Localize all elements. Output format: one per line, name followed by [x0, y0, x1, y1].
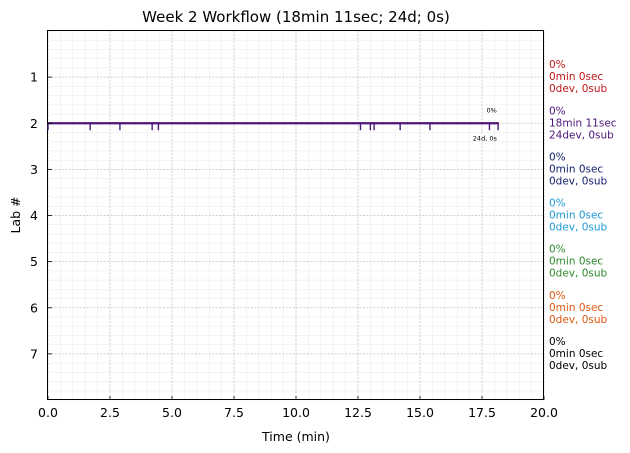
lab-counts-label: 0dev, 0sub	[549, 83, 608, 95]
grid	[47, 30, 545, 401]
y-tick-label: 5	[30, 254, 38, 269]
x-tick-label: 2.5	[100, 405, 120, 420]
y-tick-label: 7	[30, 346, 38, 361]
lab-counts-label: 0dev, 0sub	[549, 314, 608, 326]
plot-frame	[47, 30, 544, 400]
y-tick-label: 2	[30, 116, 38, 131]
x-tick-label: 12.5	[344, 405, 372, 420]
lab-time-label: 0min 0sec	[549, 163, 603, 175]
y-tick-label: 4	[30, 208, 38, 223]
y-tick-label: 6	[30, 300, 38, 315]
lab-time-label: 0min 0sec	[549, 256, 603, 268]
lab-time-label: 18min 11sec	[549, 117, 617, 129]
lab-counts-label: 0dev, 0sub	[549, 175, 608, 187]
x-tick-label: 5.0	[162, 405, 182, 420]
x-tick-label: 17.5	[468, 405, 496, 420]
lab-counts-label: 0dev, 0sub	[549, 222, 608, 234]
y-tick-label: 3	[30, 162, 38, 177]
lab-pct-label: 0%	[549, 290, 566, 302]
x-tick-label: 0.0	[38, 405, 58, 420]
x-tick-label: 20.0	[530, 405, 558, 420]
x-tick-label: 7.5	[224, 405, 244, 420]
lab-pct-label: 0%	[549, 59, 566, 71]
lab-pct-label: 0%	[549, 105, 566, 117]
x-axis-label: Time (min)	[261, 429, 330, 444]
y-axis-label: Lab #	[8, 196, 23, 233]
chart-title: Week 2 Workflow (18min 11sec; 24d; 0s)	[142, 8, 450, 26]
y-tick-label: 1	[30, 70, 38, 85]
lab-time-label: 0min 0sec	[549, 348, 603, 360]
lab-pct-label: 0%	[549, 151, 566, 163]
lab-time-label: 0min 0sec	[549, 210, 603, 222]
lab-counts-label: 0dev, 0sub	[549, 360, 608, 372]
lab-counts-label: 24dev, 0sub	[549, 129, 614, 141]
lab-pct-label: 0%	[549, 336, 566, 348]
lab-time-label: 0min 0sec	[549, 71, 603, 83]
lab-pct-label: 0%	[549, 244, 566, 256]
lab-time-label: 0min 0sec	[549, 302, 603, 314]
x-tick-label: 15.0	[406, 405, 434, 420]
series-end-counts-label: 24d, 0s	[473, 134, 498, 142]
lab-pct-label: 0%	[549, 198, 566, 210]
series-end-pct-label: 0%	[487, 106, 497, 114]
series-layer: 0% 24d, 0s	[47, 106, 499, 142]
x-tick-label: 10.0	[282, 405, 310, 420]
lab-counts-label: 0dev, 0sub	[549, 268, 608, 280]
axis-ticks: 0.0 2.5 5.0 7.5 10.0 12.5 15.0 17.5 20.0 1 2 3 4 5 6 7	[30, 70, 558, 420]
